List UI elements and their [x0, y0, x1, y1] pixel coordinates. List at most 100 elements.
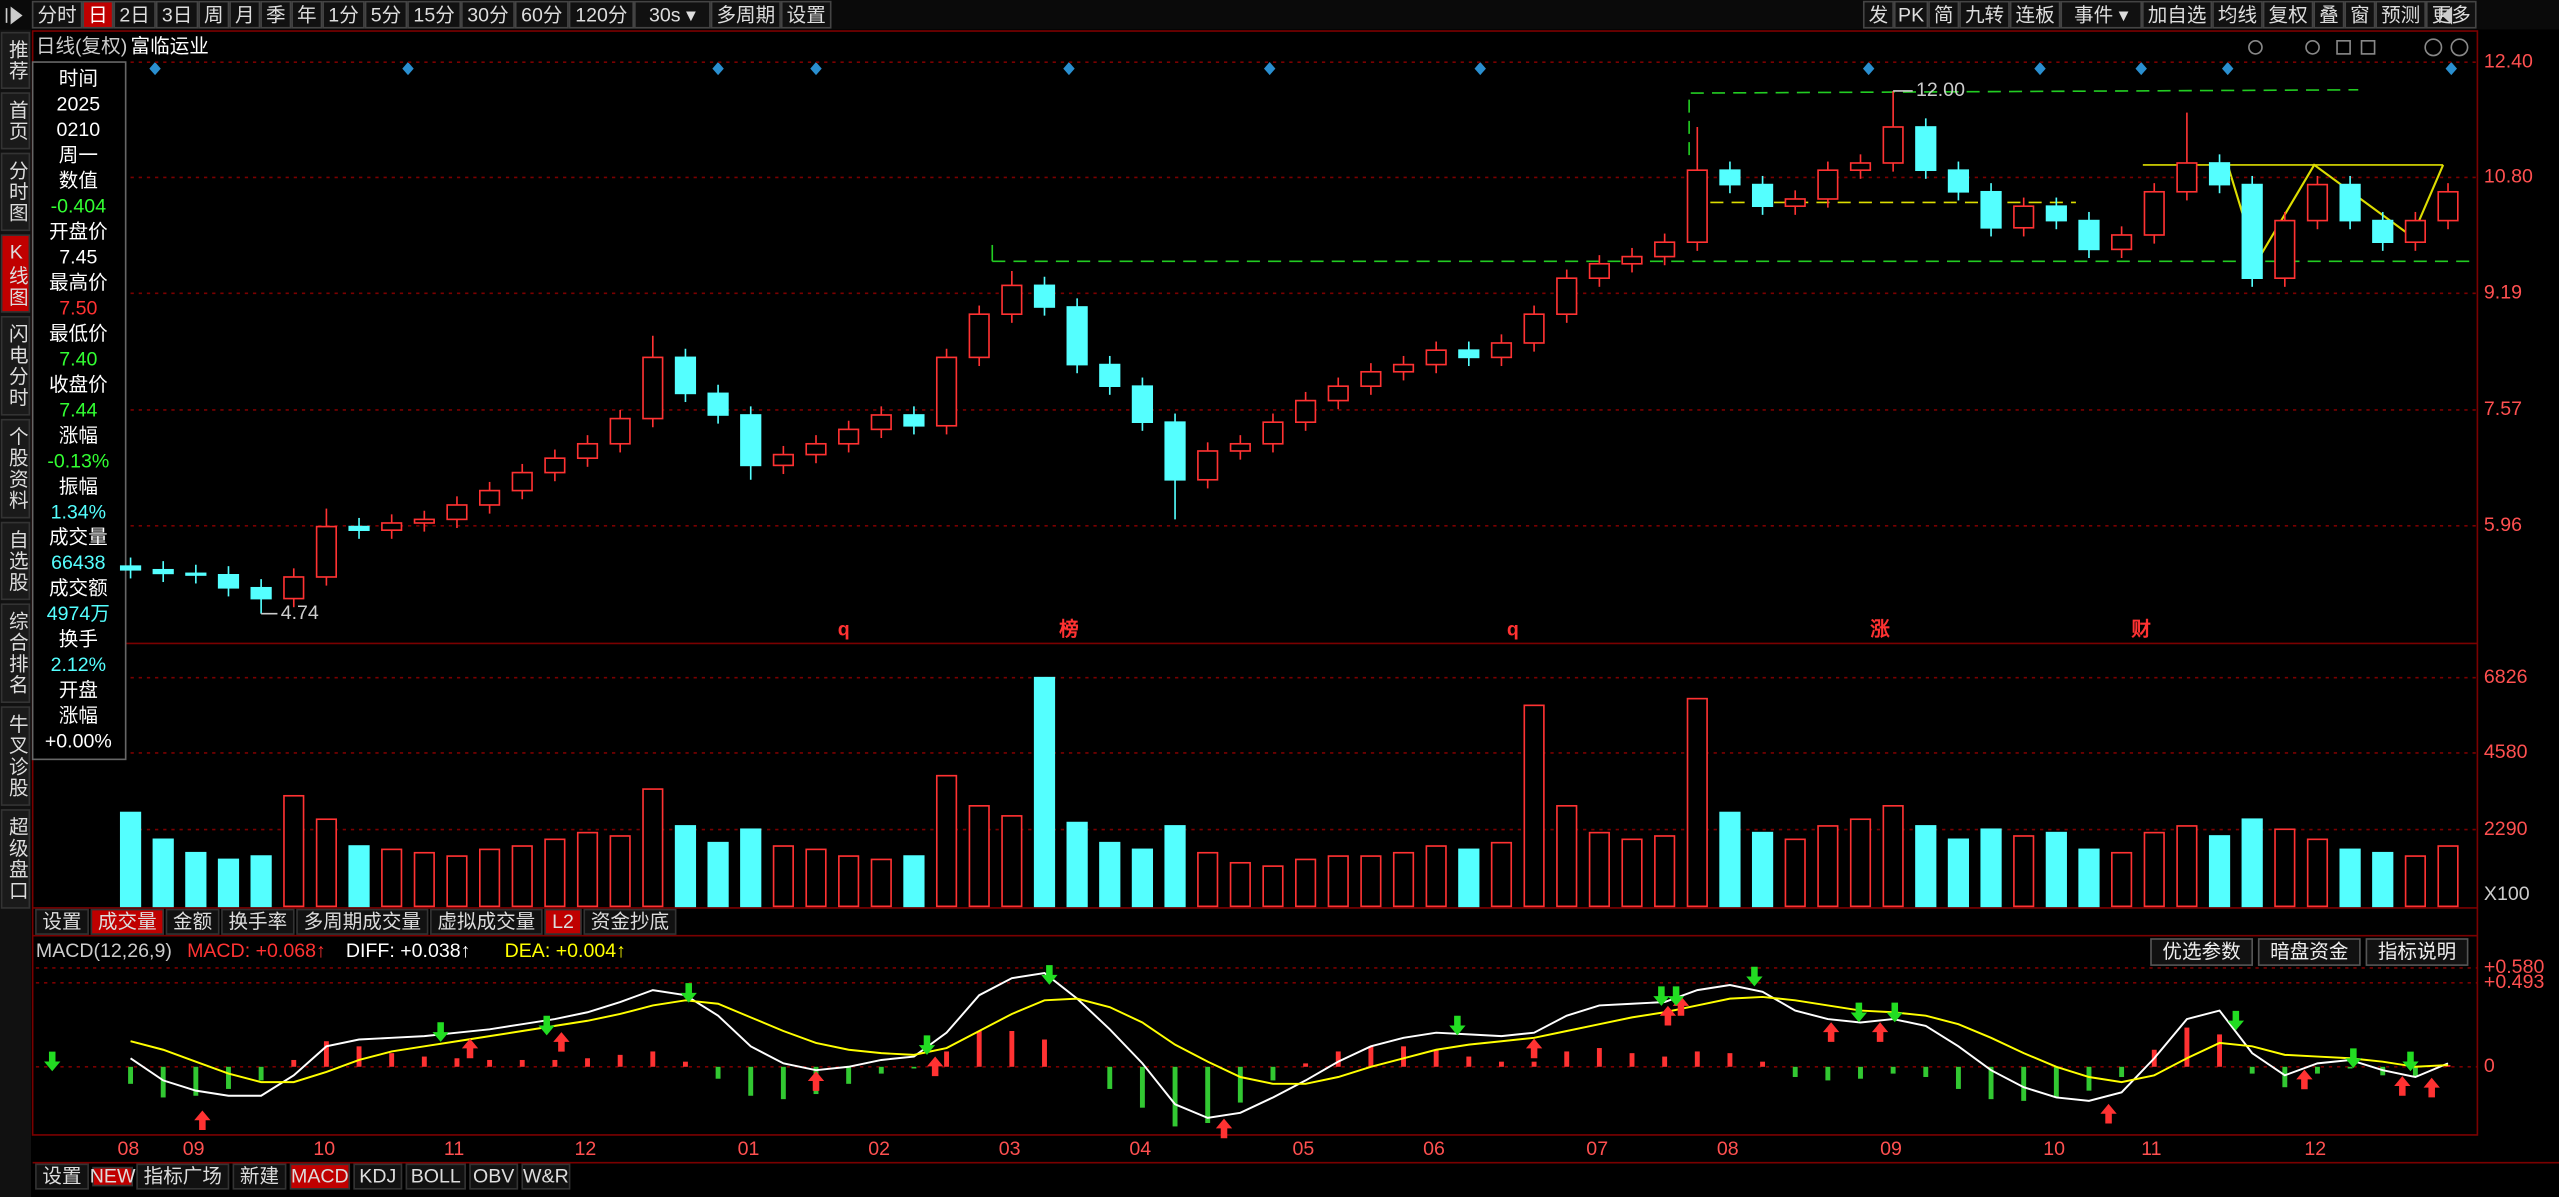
toolbar-button[interactable] [229, 0, 261, 29]
candle-body [217, 574, 240, 589]
icon [2336, 40, 2351, 55]
info-label: 收盘价 [49, 374, 108, 396]
sell-arrow [1449, 1015, 1466, 1036]
volume-tab[interactable] [90, 908, 165, 935]
bottom-tab[interactable] [136, 1163, 230, 1190]
indicator-header: DIFF: +0.038↑ [346, 940, 471, 962]
toolbar-button[interactable] [514, 0, 569, 29]
candle-body [2274, 219, 2296, 280]
toolbar-button[interactable] [1928, 0, 1960, 29]
sidebar-item[interactable] [0, 31, 31, 89]
bottom-tab[interactable] [353, 1163, 403, 1190]
sidebar-item[interactable] [0, 152, 31, 232]
toolbar-button[interactable] [364, 0, 408, 29]
indicator-button[interactable] [2150, 938, 2253, 966]
volume-tab[interactable] [221, 908, 295, 935]
toolbar-button[interactable] [568, 0, 635, 29]
volume-tab[interactable] [296, 908, 429, 935]
candle-body [2437, 190, 2459, 222]
volume-bar [2241, 818, 2263, 908]
macd-bar [1205, 1066, 1211, 1124]
sidebar-item[interactable] [0, 706, 31, 806]
candle-body [1229, 442, 1251, 452]
candle-body [1849, 162, 1872, 172]
toolbar-button[interactable] [1893, 0, 1929, 29]
toolbar-button[interactable] [2142, 0, 2213, 29]
toolbar-button[interactable] [407, 0, 462, 29]
bottom-tab[interactable] [35, 1163, 89, 1190]
info-label: 开盘 [59, 680, 98, 702]
toolbar-button[interactable] [155, 0, 199, 29]
toolbar-label: 简 [1934, 4, 1954, 26]
sidebar-item[interactable] [0, 809, 31, 909]
macd-bar [389, 1053, 395, 1067]
toolbar-button[interactable] [1862, 0, 1894, 29]
sidebar-item[interactable] [0, 234, 31, 313]
macd-bar [1433, 1049, 1439, 1067]
bottom-tab-label: NEW [90, 1166, 136, 1188]
toolbar-button[interactable] [322, 0, 365, 29]
toolbar-button[interactable] [710, 0, 781, 29]
toolbar-button[interactable] [2060, 0, 2143, 29]
toolbar-button[interactable] [31, 0, 83, 29]
bottom-tab[interactable] [92, 1166, 134, 1187]
sidebar-item[interactable] [0, 521, 31, 601]
candle-body [1588, 262, 1610, 280]
toolbar-button[interactable] [2313, 0, 2345, 29]
volume-tab[interactable] [544, 908, 582, 935]
toolbar-label: 30s ▾ [649, 4, 696, 26]
candle-body [838, 428, 860, 445]
toolbar-button[interactable] [260, 0, 292, 29]
bottom-tab[interactable] [289, 1163, 351, 1190]
candle-body [968, 313, 990, 359]
candle-body [935, 356, 958, 427]
toolbar-button[interactable] [198, 0, 230, 29]
volume-tab[interactable] [583, 908, 677, 935]
bottom-tab[interactable] [405, 1163, 466, 1190]
volume-tab[interactable] [35, 908, 89, 935]
toolbar-button[interactable] [634, 0, 711, 29]
candle-body [1392, 363, 1415, 373]
candle-body [740, 414, 762, 467]
toolbar-button[interactable] [780, 0, 832, 29]
indicator-button[interactable] [2257, 938, 2361, 966]
toolbar-button[interactable] [2375, 0, 2426, 29]
volume-bar [1686, 697, 1708, 908]
sidebar-item[interactable] [0, 603, 31, 704]
toolbar-label: 120分 [575, 4, 627, 26]
toolbar-label: 复权 [2269, 4, 2308, 26]
macd-bar [715, 1066, 721, 1079]
toolbar-button[interactable] [82, 0, 114, 29]
x-tick-label: 11 [2141, 1138, 2161, 1160]
sell-arrow [2227, 1010, 2245, 1031]
toolbar-button[interactable] [291, 0, 323, 29]
toolbar-label: 1分 [328, 4, 358, 26]
y-tick-label: 2290 [2484, 818, 2528, 840]
volume-bar [283, 794, 305, 908]
volume-tab[interactable] [165, 908, 220, 935]
info-value: 7.45 [59, 247, 97, 269]
toolbar-button[interactable] [461, 0, 515, 29]
bottom-tab[interactable] [521, 1163, 571, 1190]
toolbar-button[interactable] [113, 0, 156, 29]
volume-tab[interactable] [430, 908, 543, 935]
volume-bar [446, 855, 468, 908]
macd-bar [1596, 1048, 1602, 1067]
macd-bar [1694, 1051, 1700, 1067]
toolbar-button[interactable] [1959, 0, 2010, 29]
info-value: +0.00% [45, 731, 112, 753]
bottom-tab[interactable] [469, 1163, 519, 1190]
volume-bar [1882, 805, 1904, 908]
bottom-tab[interactable] [232, 1163, 287, 1190]
sidebar-item[interactable] [0, 92, 31, 150]
sidebar-item[interactable] [0, 418, 31, 519]
macd-bar [421, 1056, 427, 1067]
toolbar-button[interactable] [2262, 0, 2314, 29]
toolbar-button[interactable] [2009, 0, 2061, 29]
toolbar-button[interactable] [2344, 0, 2376, 29]
indicator-button[interactable] [2365, 938, 2469, 966]
sidebar-item[interactable] [0, 315, 31, 416]
volume-tab-label: 设置 [42, 911, 81, 933]
toolbar-button[interactable] [2212, 0, 2263, 29]
